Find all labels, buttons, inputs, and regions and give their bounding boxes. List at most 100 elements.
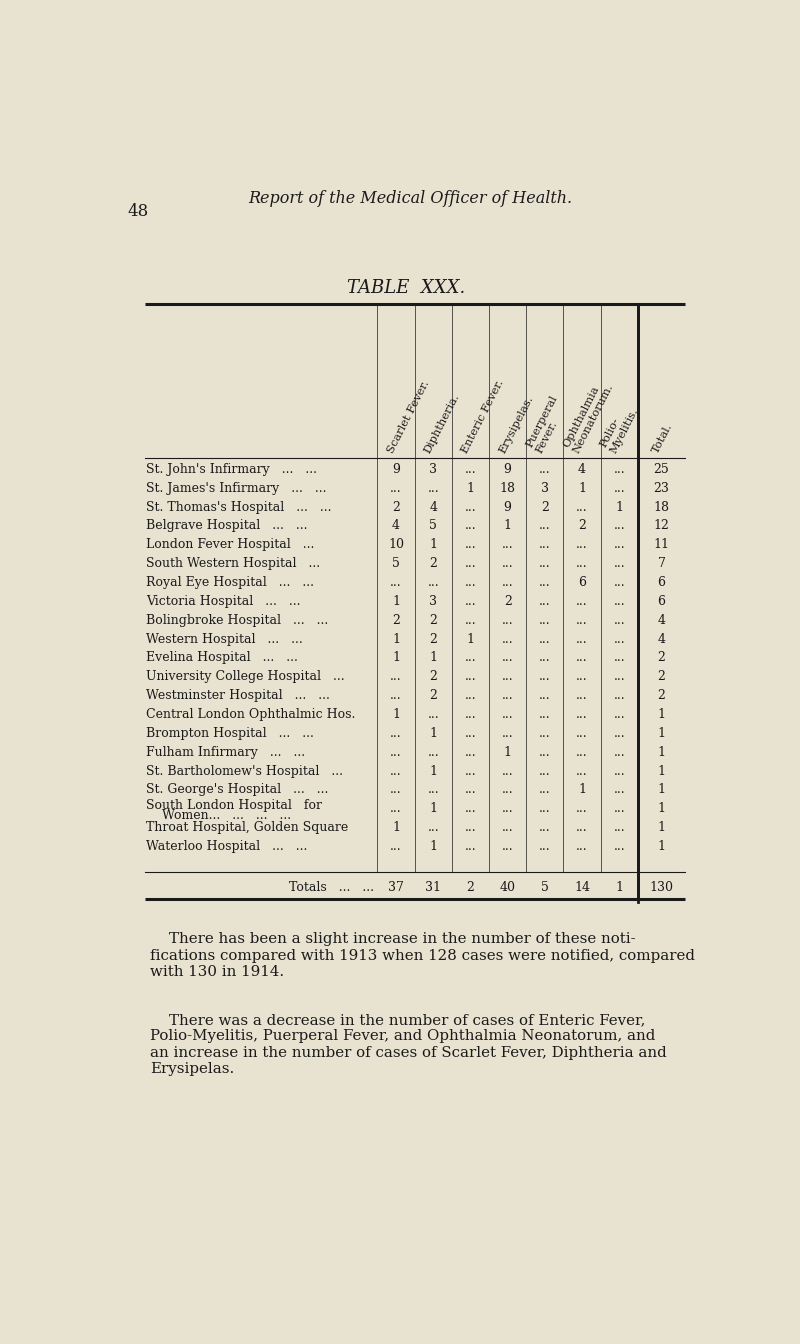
Text: 2: 2 [430,614,437,626]
Text: Fulham Infirmary   ...   ...: Fulham Infirmary ... ... [146,746,306,759]
Text: Report of the Medical Officer of Health.: Report of the Medical Officer of Health. [248,190,572,207]
Text: ...: ... [502,708,514,720]
Text: Polio-Myelitis, Puerperal Fever, and Ophthalmia Neonatorum, and: Polio-Myelitis, Puerperal Fever, and Oph… [150,1030,656,1043]
Text: ...: ... [539,802,550,816]
Text: ...: ... [427,821,439,835]
Text: ...: ... [614,462,625,476]
Text: ...: ... [427,746,439,759]
Text: 1: 1 [658,765,666,778]
Text: ...: ... [539,840,550,853]
Text: 2: 2 [504,595,511,607]
Text: 1: 1 [430,765,438,778]
Text: 40: 40 [500,880,516,894]
Text: 1: 1 [658,708,666,720]
Text: 1: 1 [392,595,400,607]
Text: ...: ... [614,671,625,683]
Text: ...: ... [465,727,476,741]
Text: 1: 1 [615,500,623,513]
Text: There was a decrease in the number of cases of Enteric Fever,: There was a decrease in the number of ca… [150,1013,646,1027]
Text: ...: ... [502,633,514,645]
Text: 2: 2 [658,671,666,683]
Text: 2: 2 [541,500,549,513]
Text: ...: ... [390,481,402,495]
Text: 1: 1 [430,727,438,741]
Text: ...: ... [427,577,439,589]
Text: ...: ... [539,558,550,570]
Text: 25: 25 [654,462,670,476]
Text: ...: ... [576,727,588,741]
Text: 1: 1 [658,821,666,835]
Text: ...: ... [502,765,514,778]
Text: ...: ... [614,538,625,551]
Text: an increase in the number of cases of Scarlet Fever, Diphtheria and: an increase in the number of cases of Sc… [150,1046,667,1059]
Text: Belgrave Hospital   ...   ...: Belgrave Hospital ... ... [146,519,308,532]
Text: ...: ... [614,689,625,702]
Text: ...: ... [502,802,514,816]
Text: ...: ... [390,802,402,816]
Text: ...: ... [614,840,625,853]
Text: 2: 2 [658,652,666,664]
Text: Royal Eye Hospital   ...   ...: Royal Eye Hospital ... ... [146,577,314,589]
Text: St. James's Infirmary   ...   ...: St. James's Infirmary ... ... [146,481,327,495]
Text: ...: ... [614,784,625,797]
Text: Throat Hospital, Golden Square: Throat Hospital, Golden Square [146,821,349,835]
Text: ...: ... [465,519,476,532]
Text: Total.: Total. [651,421,674,454]
Text: ...: ... [390,765,402,778]
Text: ...: ... [539,462,550,476]
Text: ...: ... [576,595,588,607]
Text: Enteric Fever.: Enteric Fever. [460,378,506,454]
Text: ...: ... [576,746,588,759]
Text: with 130 in 1914.: with 130 in 1914. [150,965,285,978]
Text: ...: ... [576,840,588,853]
Text: ...: ... [502,538,514,551]
Text: fications compared with 1913 when 128 cases were notified, compared: fications compared with 1913 when 128 ca… [150,949,695,962]
Text: Bolingbroke Hospital   ...   ...: Bolingbroke Hospital ... ... [146,614,329,626]
Text: ...: ... [465,595,476,607]
Text: St. George's Hospital   ...   ...: St. George's Hospital ... ... [146,784,329,797]
Text: St. Thomas's Hospital   ...   ...: St. Thomas's Hospital ... ... [146,500,332,513]
Text: South London Hospital   for: South London Hospital for [146,798,322,812]
Text: 18: 18 [654,500,670,513]
Text: 5: 5 [541,880,549,894]
Text: ...: ... [465,765,476,778]
Text: ...: ... [576,614,588,626]
Text: 10: 10 [388,538,404,551]
Text: ...: ... [539,727,550,741]
Text: ...: ... [465,614,476,626]
Text: ...: ... [465,577,476,589]
Text: 4: 4 [658,633,666,645]
Text: 2: 2 [430,671,437,683]
Text: 2: 2 [392,500,400,513]
Text: 4: 4 [658,614,666,626]
Text: 5: 5 [430,519,437,532]
Text: 7: 7 [658,558,666,570]
Text: ...: ... [465,708,476,720]
Text: ...: ... [465,671,476,683]
Text: 1: 1 [392,633,400,645]
Text: ...: ... [502,689,514,702]
Text: 1: 1 [578,784,586,797]
Text: 1: 1 [392,821,400,835]
Text: ...: ... [502,840,514,853]
Text: 2: 2 [430,558,437,570]
Text: Diphtheria.: Diphtheria. [422,391,462,454]
Text: ...: ... [576,538,588,551]
Text: 9: 9 [504,500,511,513]
Text: ...: ... [614,481,625,495]
Text: 4: 4 [392,519,400,532]
Text: ...: ... [614,614,625,626]
Text: 5: 5 [392,558,400,570]
Text: Puerperal
Fever.: Puerperal Fever. [524,394,569,454]
Text: 1: 1 [658,727,666,741]
Text: ...: ... [502,784,514,797]
Text: ...: ... [614,727,625,741]
Text: 6: 6 [658,577,666,589]
Text: 1: 1 [615,880,623,894]
Text: ...: ... [465,500,476,513]
Text: 37: 37 [388,880,404,894]
Text: ...: ... [539,595,550,607]
Text: Western Hospital   ...   ...: Western Hospital ... ... [146,633,303,645]
Text: 2: 2 [392,614,400,626]
Text: 48: 48 [127,203,148,220]
